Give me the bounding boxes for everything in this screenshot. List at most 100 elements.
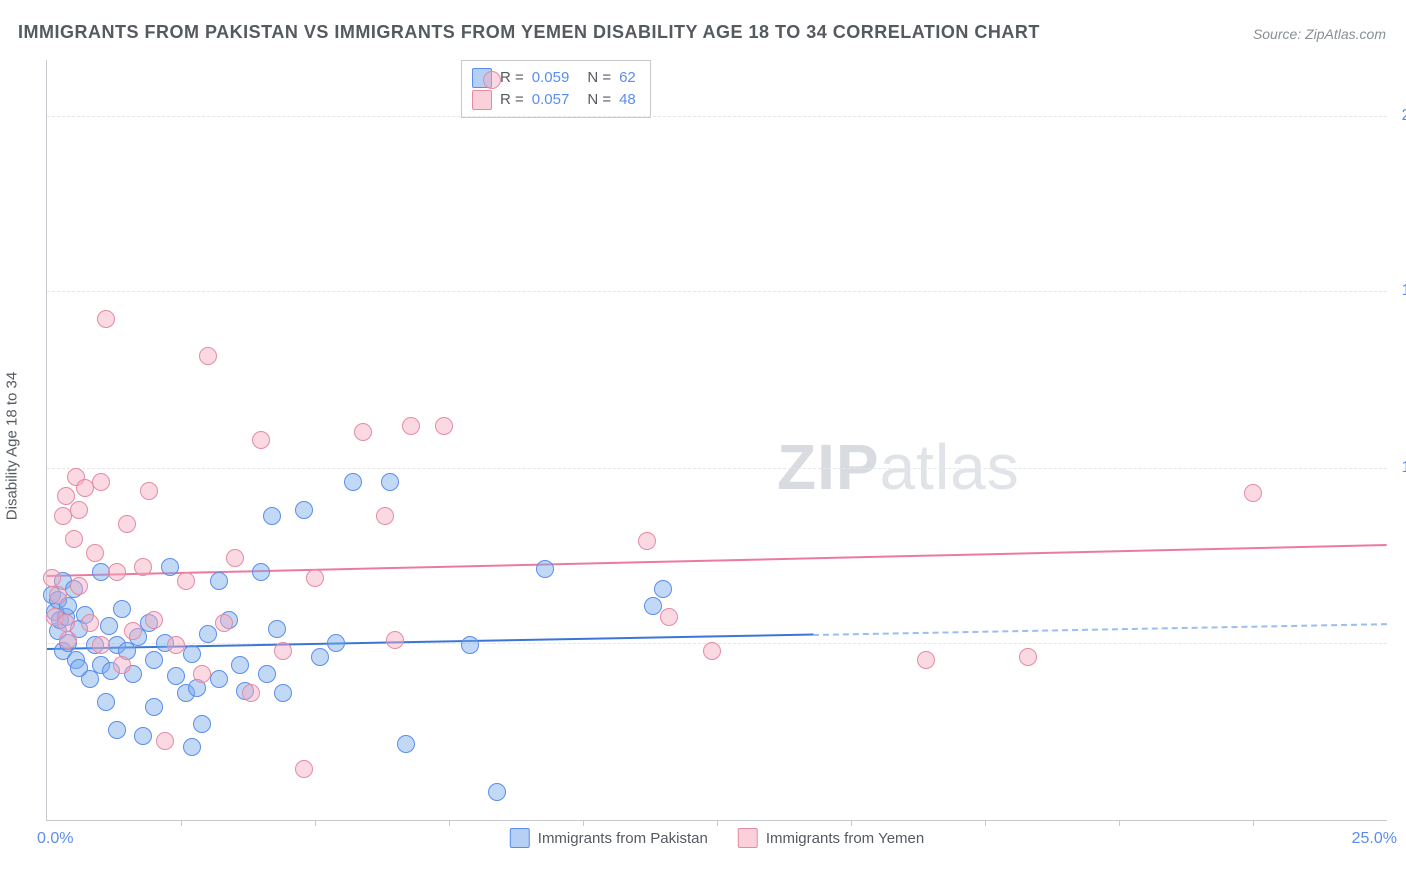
- data-point: [43, 569, 61, 587]
- legend-label-yemen: Immigrants from Yemen: [766, 830, 924, 847]
- data-point: [57, 487, 75, 505]
- x-tick-min: 0.0%: [37, 830, 73, 848]
- data-point: [386, 631, 404, 649]
- trend-line: [47, 544, 1387, 577]
- data-point: [167, 636, 185, 654]
- data-point: [344, 473, 362, 491]
- data-point: [638, 532, 656, 550]
- data-point: [92, 473, 110, 491]
- data-point: [70, 501, 88, 519]
- stats-legend: R = 0.059 N = 62 R = 0.057 N = 48: [461, 60, 651, 118]
- x-tick-max: 25.0%: [1352, 830, 1397, 848]
- x-tick-mark: [315, 820, 316, 826]
- gridline: [47, 116, 1387, 117]
- n-label: N =: [587, 89, 611, 111]
- n-label: N =: [587, 67, 611, 89]
- legend-item-pakistan: Immigrants from Pakistan: [510, 828, 708, 848]
- data-point: [435, 417, 453, 435]
- data-point: [145, 611, 163, 629]
- x-tick-mark: [1253, 820, 1254, 826]
- watermark-zip: ZIP: [777, 431, 880, 503]
- data-point: [1244, 484, 1262, 502]
- n-value-pakistan: 62: [619, 67, 636, 89]
- x-tick-mark: [1119, 820, 1120, 826]
- swatch-yemen: [738, 828, 758, 848]
- x-tick-mark: [851, 820, 852, 826]
- data-point: [59, 631, 77, 649]
- data-point: [97, 310, 115, 328]
- data-point: [226, 549, 244, 567]
- x-tick-mark: [181, 820, 182, 826]
- data-point: [644, 597, 662, 615]
- r-value-yemen: 0.057: [532, 89, 570, 111]
- data-point: [183, 738, 201, 756]
- y-tick-label: 18.8%: [1402, 282, 1406, 300]
- trend-line: [813, 623, 1387, 638]
- data-point: [488, 783, 506, 801]
- data-point: [210, 572, 228, 590]
- data-point: [917, 651, 935, 669]
- data-point: [199, 625, 217, 643]
- data-point: [108, 721, 126, 739]
- data-point: [145, 698, 163, 716]
- data-point: [210, 670, 228, 688]
- data-point: [193, 715, 211, 733]
- data-point: [327, 634, 345, 652]
- data-point: [134, 558, 152, 576]
- series-legend: Immigrants from Pakistan Immigrants from…: [510, 828, 924, 848]
- data-point: [100, 617, 118, 635]
- x-tick-mark: [449, 820, 450, 826]
- data-point: [295, 760, 313, 778]
- data-point: [167, 667, 185, 685]
- data-point: [57, 614, 75, 632]
- data-point: [140, 482, 158, 500]
- data-point: [49, 586, 67, 604]
- y-tick-label: 12.5%: [1402, 459, 1406, 477]
- data-point: [161, 558, 179, 576]
- data-point: [193, 665, 211, 683]
- data-point: [1019, 648, 1037, 666]
- swatch-pakistan: [510, 828, 530, 848]
- data-point: [113, 656, 131, 674]
- gridline: [47, 468, 1387, 469]
- data-point: [70, 659, 88, 677]
- data-point: [376, 507, 394, 525]
- chart-container: IMMIGRANTS FROM PAKISTAN VS IMMIGRANTS F…: [0, 0, 1406, 892]
- data-point: [199, 347, 217, 365]
- data-point: [397, 735, 415, 753]
- data-point: [113, 600, 131, 618]
- data-point: [134, 727, 152, 745]
- data-point: [145, 651, 163, 669]
- data-point: [86, 544, 104, 562]
- data-point: [215, 614, 233, 632]
- watermark: ZIPatlas: [777, 430, 1020, 504]
- data-point: [311, 648, 329, 666]
- gridline: [47, 291, 1387, 292]
- data-point: [70, 577, 88, 595]
- data-point: [295, 501, 313, 519]
- stats-row-yemen: R = 0.057 N = 48: [472, 89, 636, 111]
- legend-label-pakistan: Immigrants from Pakistan: [538, 830, 708, 847]
- data-point: [242, 684, 260, 702]
- data-point: [461, 636, 479, 654]
- x-tick-mark: [985, 820, 986, 826]
- data-point: [177, 572, 195, 590]
- data-point: [381, 473, 399, 491]
- y-axis-label: Disability Age 18 to 34: [4, 372, 21, 520]
- data-point: [124, 622, 142, 640]
- data-point: [703, 642, 721, 660]
- data-point: [402, 417, 420, 435]
- n-value-yemen: 48: [619, 89, 636, 111]
- data-point: [258, 665, 276, 683]
- data-point: [183, 645, 201, 663]
- data-point: [252, 563, 270, 581]
- swatch-yemen: [472, 90, 492, 110]
- data-point: [92, 636, 110, 654]
- data-point: [118, 515, 136, 533]
- data-point: [274, 642, 292, 660]
- r-label: R =: [500, 89, 524, 111]
- data-point: [660, 608, 678, 626]
- x-tick-mark: [583, 820, 584, 826]
- data-point: [108, 563, 126, 581]
- legend-item-yemen: Immigrants from Yemen: [738, 828, 924, 848]
